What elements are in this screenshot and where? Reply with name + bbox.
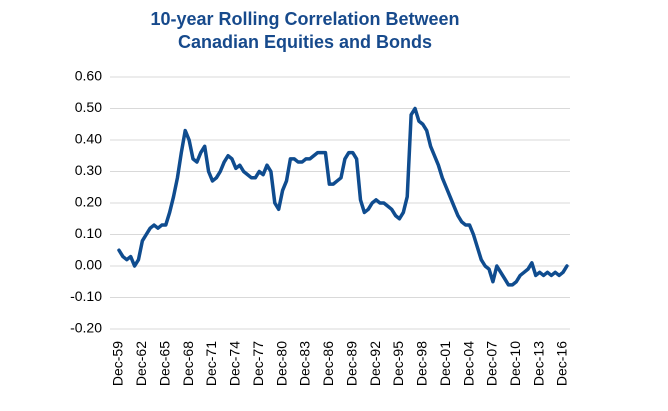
x-tick-label: Dec-71 xyxy=(203,341,219,386)
chart-title: 10-year Rolling Correlation Between xyxy=(150,9,459,29)
x-tick-label: Dec-80 xyxy=(273,341,289,386)
y-tick-label: 0.20 xyxy=(75,194,102,210)
x-tick-label: Dec-74 xyxy=(227,341,243,386)
x-tick-label: Dec-16 xyxy=(554,341,570,386)
x-tick-label: Dec-68 xyxy=(180,341,196,386)
x-tick-label: Dec-77 xyxy=(250,341,266,386)
x-tick-label: Dec-95 xyxy=(390,341,406,386)
x-tick-label: Dec-89 xyxy=(343,341,359,386)
x-tick-label: Dec-98 xyxy=(414,341,430,386)
x-tick-label: Dec-92 xyxy=(367,341,383,386)
x-tick-label: Dec-86 xyxy=(320,341,336,386)
x-tick-label: Dec-13 xyxy=(530,341,546,386)
y-tick-label: -0.10 xyxy=(70,288,102,304)
y-tick-label: 0.30 xyxy=(75,162,102,178)
x-tick-label: Dec-83 xyxy=(297,341,313,386)
x-tick-label: Dec-07 xyxy=(484,341,500,386)
y-tick-label: 0.10 xyxy=(75,225,102,241)
y-tick-label: 0.60 xyxy=(75,68,102,84)
y-tick-label: 0.50 xyxy=(75,99,102,115)
x-tick-label: Dec-04 xyxy=(460,341,476,386)
y-tick-label: -0.20 xyxy=(70,320,102,336)
y-tick-label: 0.00 xyxy=(75,257,102,273)
data-line xyxy=(117,106,569,287)
x-tick-label: Dec-65 xyxy=(156,341,172,386)
y-tick-label: 0.40 xyxy=(75,131,102,147)
x-tick-label: Dec-62 xyxy=(133,341,149,386)
x-tick-label: Dec-10 xyxy=(507,341,523,386)
chart-title: Canadian Equities and Bonds xyxy=(178,32,432,52)
x-tick-label: Dec-59 xyxy=(110,341,126,386)
x-tick-label: Dec-01 xyxy=(437,341,453,386)
